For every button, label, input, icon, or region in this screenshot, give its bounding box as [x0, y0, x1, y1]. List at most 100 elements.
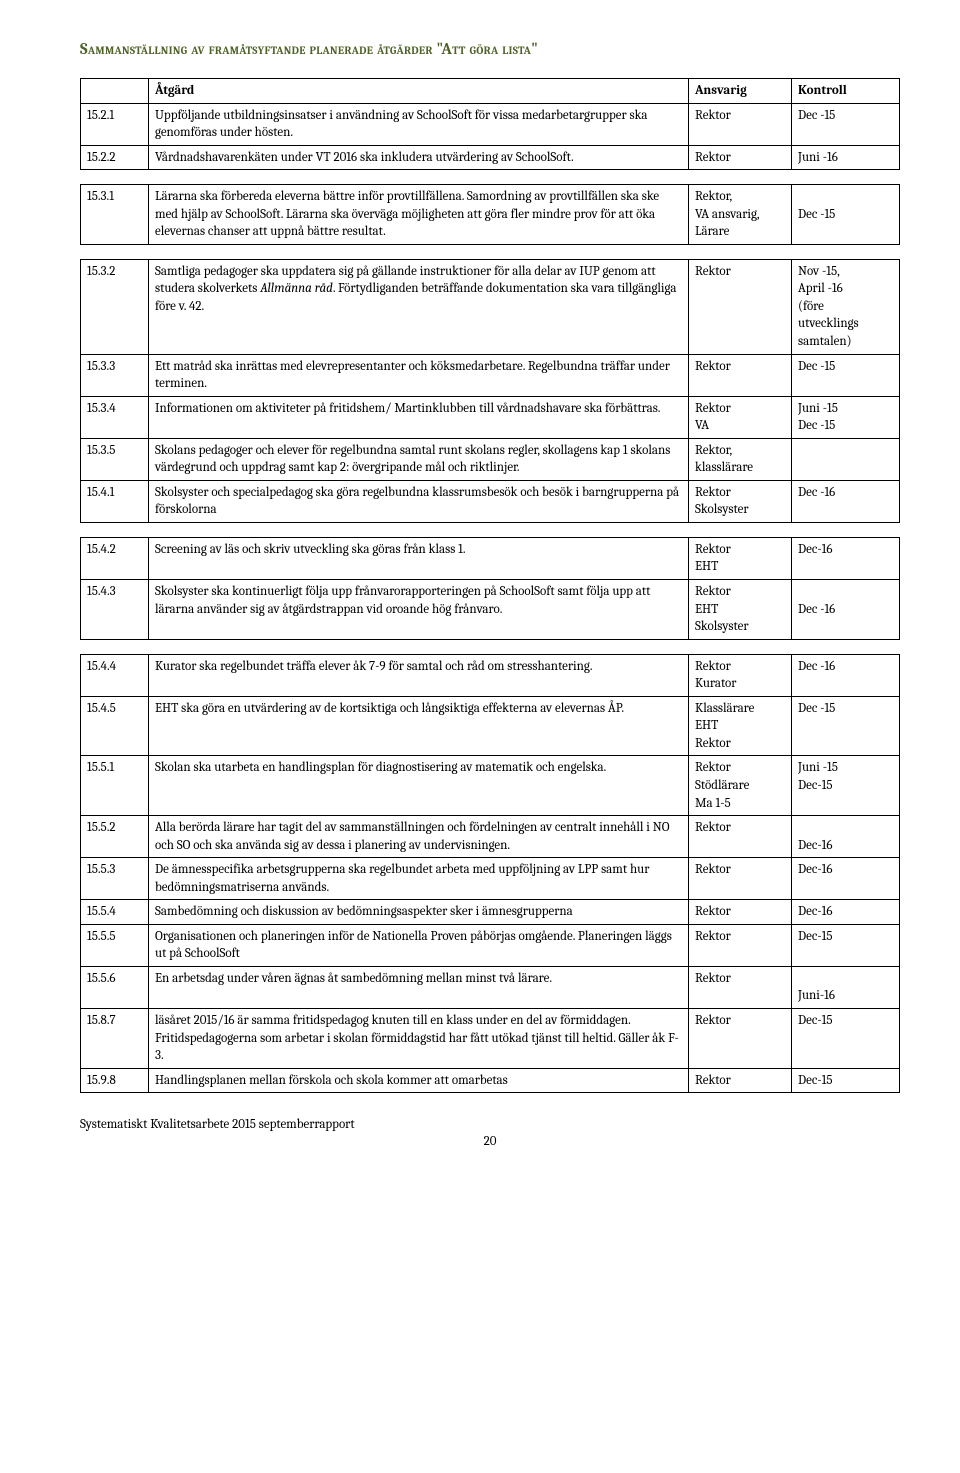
table-row: 15.3.2 Samtliga pedagoger ska uppdatera … — [81, 259, 900, 354]
row-resp: Rektor — [689, 1008, 792, 1068]
row-ctrl: Dec-15 — [792, 1008, 900, 1068]
table-row: 15.3.4 Informationen om aktiviteter på f… — [81, 396, 900, 438]
header-blank — [81, 79, 149, 104]
row-id: 15.4.5 — [81, 696, 149, 756]
row-resp: Rektor Kurator — [689, 654, 792, 696]
row-resp: Klasslärare EHT Rektor — [689, 696, 792, 756]
row-action: Alla berörda lärare har tagit del av sam… — [149, 816, 689, 858]
table-row: 15.5.3 De ämnesspecifika arbetsgrupperna… — [81, 858, 900, 900]
row-id: 15.4.2 — [81, 537, 149, 579]
table-row: 15.5.6 En arbetsdag under våren ägnas åt… — [81, 966, 900, 1008]
row-ctrl: Juni -15 Dec -15 — [792, 396, 900, 438]
row-action: Ett matråd ska inrättas med elevrepresen… — [149, 354, 689, 396]
row-ctrl: Dec-15 — [792, 1068, 900, 1093]
row-resp: Rektor — [689, 354, 792, 396]
row-resp: Rektor — [689, 858, 792, 900]
row-resp: Rektor — [689, 900, 792, 925]
row-resp: Rektor EHT — [689, 537, 792, 579]
row-ctrl: Juni-16 — [792, 966, 900, 1008]
row-resp: Rektor, klasslärare — [689, 438, 792, 480]
row-resp: Rektor Skolsyster — [689, 480, 792, 522]
table-5: 15.4.4 Kurator ska regelbundet träffa el… — [80, 654, 900, 1093]
table-row: 15.9.8 Handlingsplanen mellan förskola o… — [81, 1068, 900, 1093]
row-ctrl: Juni -16 — [792, 145, 900, 170]
table-row: 15.4.2 Screening av läs och skriv utveck… — [81, 537, 900, 579]
table-2: 15.3.1 Lärarna ska förbereda eleverna bä… — [80, 184, 900, 245]
row-resp: Rektor EHT Skolsyster — [689, 580, 792, 640]
row-id: 15.5.6 — [81, 966, 149, 1008]
row-ctrl: Dec-16 — [792, 816, 900, 858]
row-ctrl: Dec -16 — [792, 580, 900, 640]
table-row: 15.4.4 Kurator ska regelbundet träffa el… — [81, 654, 900, 696]
header-action: Åtgärd — [149, 79, 689, 104]
row-resp: Rektor VA — [689, 396, 792, 438]
table-row: 15.3.3 Ett matråd ska inrättas med elevr… — [81, 354, 900, 396]
row-resp: Rektor — [689, 816, 792, 858]
row-action: Skolan ska utarbeta en handlingsplan för… — [149, 756, 689, 816]
row-ctrl — [792, 438, 900, 480]
row-id: 15.3.2 — [81, 259, 149, 354]
row-id: 15.5.4 — [81, 900, 149, 925]
row-action: Kurator ska regelbundet träffa elever åk… — [149, 654, 689, 696]
row-id: 15.2.2 — [81, 145, 149, 170]
table-1: Åtgärd Ansvarig Kontroll 15.2.1 Uppfölja… — [80, 78, 900, 170]
row-resp: Rektor Stödlärare Ma 1-5 — [689, 756, 792, 816]
row-ctrl: Dec -15 — [792, 354, 900, 396]
row-action: Skolans pedagoger och elever för regelbu… — [149, 438, 689, 480]
row-id: 15.4.4 — [81, 654, 149, 696]
table-3: 15.3.2 Samtliga pedagoger ska uppdatera … — [80, 259, 900, 523]
row-action: Lärarna ska förbereda eleverna bättre in… — [149, 185, 689, 245]
row-ctrl: Dec-16 — [792, 858, 900, 900]
row-ctrl: Dec -16 — [792, 654, 900, 696]
table-4: 15.4.2 Screening av läs och skriv utveck… — [80, 537, 900, 640]
row-action: EHT ska göra en utvärdering av de kortsi… — [149, 696, 689, 756]
row-id: 15.5.5 — [81, 924, 149, 966]
row-action: Vårdnadshavarenkäten under VT 2016 ska i… — [149, 145, 689, 170]
row-ctrl: Dec -15 — [792, 103, 900, 145]
row-id: 15.2.1 — [81, 103, 149, 145]
table-row: 15.5.2 Alla berörda lärare har tagit del… — [81, 816, 900, 858]
row-ctrl: Dec -15 — [792, 185, 900, 245]
page-heading: Sammanställning av framåtsyftande planer… — [80, 40, 900, 58]
row-action: En arbetsdag under våren ägnas åt sambed… — [149, 966, 689, 1008]
row-action: Sambedömning och diskussion av bedömning… — [149, 900, 689, 925]
table-row: 15.4.3 Skolsyster ska kontinuerligt följ… — [81, 580, 900, 640]
table-row: 15.5.4 Sambedömning och diskussion av be… — [81, 900, 900, 925]
document-page: Sammanställning av framåtsyftande planer… — [0, 0, 960, 1179]
header-control: Kontroll — [792, 79, 900, 104]
row-resp: Rektor — [689, 1068, 792, 1093]
row-id: 15.4.1 — [81, 480, 149, 522]
row-id: 15.4.3 — [81, 580, 149, 640]
table-row: 15.2.1 Uppföljande utbildningsinsatser i… — [81, 103, 900, 145]
row-action: Handlingsplanen mellan förskola och skol… — [149, 1068, 689, 1093]
row-resp: Rektor — [689, 103, 792, 145]
row-action: Uppföljande utbildningsinsatser i använd… — [149, 103, 689, 145]
row-resp: Rektor — [689, 145, 792, 170]
row-ctrl: Juni -15 Dec-15 — [792, 756, 900, 816]
table-row: 15.5.5 Organisationen och planeringen in… — [81, 924, 900, 966]
row-id: 15.9.8 — [81, 1068, 149, 1093]
row-id: 15.5.2 — [81, 816, 149, 858]
row-resp: Rektor — [689, 966, 792, 1008]
row-action: Screening av läs och skriv utveckling sk… — [149, 537, 689, 579]
footer-title: Systematiskt Kvalitetsarbete 2015 septem… — [80, 1117, 900, 1132]
row-ctrl: Dec-15 — [792, 924, 900, 966]
row-action: läsåret 2015/16 är samma fritidspedagog … — [149, 1008, 689, 1068]
row-action: De ämnesspecifika arbetsgrupperna ska re… — [149, 858, 689, 900]
row-action: Organisationen och planeringen inför de … — [149, 924, 689, 966]
row-id: 15.3.5 — [81, 438, 149, 480]
row-resp: Rektor — [689, 259, 792, 354]
table-row: 15.5.1 Skolan ska utarbeta en handlingsp… — [81, 756, 900, 816]
table-row: 15.4.5 EHT ska göra en utvärdering av de… — [81, 696, 900, 756]
row-id: 15.8.7 — [81, 1008, 149, 1068]
table-row: 15.2.2 Vårdnadshavarenkäten under VT 201… — [81, 145, 900, 170]
row-id: 15.3.4 — [81, 396, 149, 438]
footer-page-number: 20 — [80, 1134, 900, 1149]
row-action: Skolsyster ska kontinuerligt följa upp f… — [149, 580, 689, 640]
header-responsible: Ansvarig — [689, 79, 792, 104]
row-resp: Rektor, VA ansvarig, Lärare — [689, 185, 792, 245]
table-row: 15.3.1 Lärarna ska förbereda eleverna bä… — [81, 185, 900, 245]
row-ctrl: Dec-16 — [792, 900, 900, 925]
row-ctrl: Nov -15, April -16 (före utvecklings sam… — [792, 259, 900, 354]
table-row: 15.3.5 Skolans pedagoger och elever för … — [81, 438, 900, 480]
